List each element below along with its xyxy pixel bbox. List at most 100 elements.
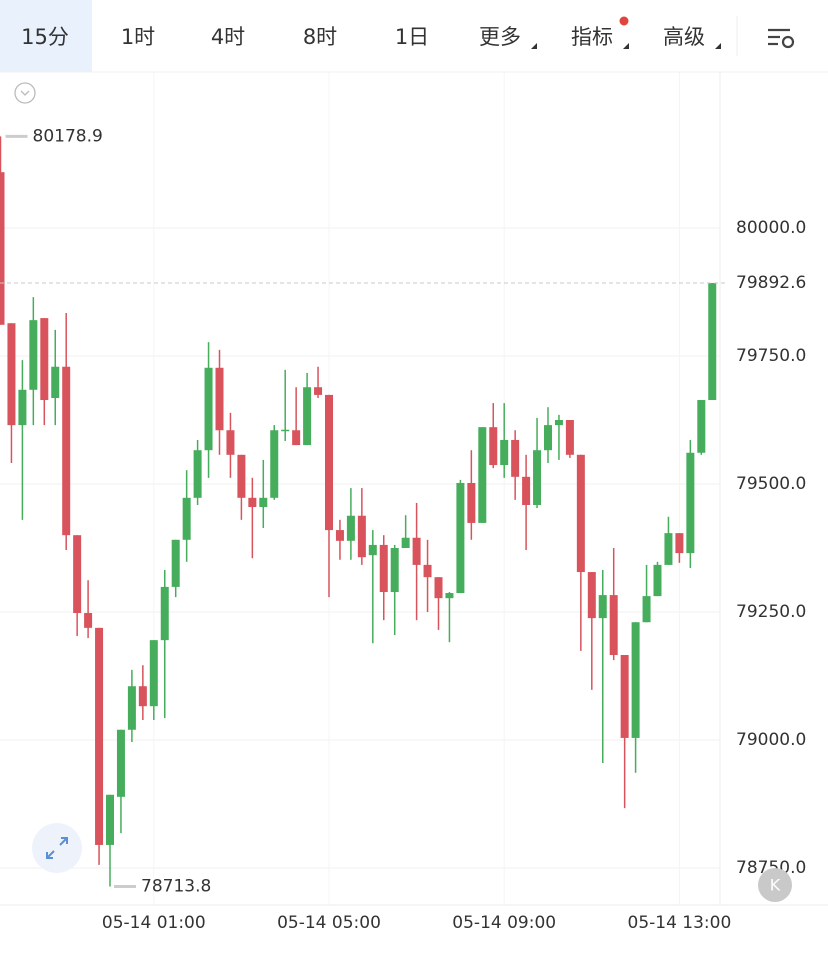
candle-body — [325, 394, 333, 531]
candle-body — [686, 452, 695, 554]
candle-body — [215, 367, 224, 431]
candle-body — [445, 593, 454, 599]
y-tick-label: 80000.0 — [736, 218, 806, 238]
candle-body — [576, 454, 585, 573]
candle-body — [598, 595, 607, 619]
tab-active-bg — [0, 0, 92, 72]
tab[interactable]: 1日 — [395, 25, 429, 49]
y-tick-label: 79250.0 — [736, 602, 806, 622]
collapse-arrow — [20, 90, 30, 96]
candle-body — [182, 497, 191, 540]
labels: 78750.0 79000.0 79250.0 79500.0 79750.0 80000… — [5, 126, 828, 933]
candle-body — [171, 539, 180, 587]
candle-body — [314, 387, 323, 395]
candle-body — [346, 515, 355, 541]
candle-body — [412, 537, 421, 565]
tab-dropdown-mark — [715, 43, 721, 49]
candle-body — [565, 419, 574, 455]
candle-body — [62, 366, 71, 536]
tab[interactable]: 更多 — [479, 25, 521, 49]
settings-icon[interactable] — [768, 28, 795, 49]
x-tick-label: 05-14 05:00 — [277, 913, 381, 933]
x-tick-label: 05-14 09:00 — [452, 913, 556, 933]
candles — [0, 136, 828, 887]
candle-body — [675, 533, 684, 554]
min-label: 78713.8 — [141, 877, 211, 897]
candle-body — [368, 544, 377, 556]
candle-body — [149, 640, 158, 707]
candle-body — [434, 577, 443, 599]
expand-icon — [46, 837, 68, 859]
grid — [0, 72, 720, 905]
candle-body — [467, 482, 476, 523]
tab[interactable]: 高级 — [663, 25, 705, 49]
candle-body — [390, 547, 399, 593]
tab[interactable]: 8时 — [303, 25, 337, 49]
candle-body — [642, 596, 651, 623]
candle-body — [193, 450, 202, 498]
tab[interactable]: 15分 — [21, 25, 69, 49]
candle-body — [401, 537, 410, 548]
candle-body — [653, 564, 662, 597]
candle-body — [292, 430, 301, 446]
candle-body — [18, 389, 27, 426]
candle-body — [544, 425, 552, 451]
tab[interactable]: 1时 — [121, 25, 155, 49]
candle-body — [160, 586, 169, 641]
collapse-button[interactable] — [14, 82, 36, 104]
candle-body — [478, 427, 487, 523]
candle-body — [29, 320, 38, 390]
candle-body — [84, 613, 93, 628]
candle-body — [456, 482, 465, 594]
candle-body — [259, 497, 268, 508]
candle-body — [138, 686, 147, 707]
candle-body — [335, 530, 344, 541]
tab[interactable]: 指标 — [571, 25, 613, 49]
candle-body — [511, 439, 520, 477]
max-label: 80178.9 — [33, 126, 103, 146]
candle-body — [357, 515, 366, 558]
tab-dropdown-mark — [623, 43, 629, 49]
k-button-label: K — [770, 876, 781, 895]
candle-body — [379, 544, 388, 593]
y-tick-label: 79000.0 — [736, 730, 806, 750]
x-tick-label: 05-14 13:00 — [628, 913, 732, 933]
candle-body — [51, 366, 60, 398]
tab-badge — [619, 16, 629, 26]
candle-body — [248, 497, 257, 508]
candle-body — [620, 654, 629, 738]
candle-body — [73, 535, 82, 614]
candle-body — [116, 729, 125, 797]
candle-body — [106, 794, 114, 845]
k-button[interactable] — [758, 868, 792, 902]
candle-body — [204, 367, 213, 451]
candle-body — [127, 686, 136, 730]
candle-body — [697, 400, 706, 453]
candle-body — [489, 427, 498, 466]
y-tick-label: 78750.0 — [736, 858, 806, 878]
candle-body — [554, 419, 563, 426]
tab-dropdown-mark — [531, 43, 537, 49]
candle-body — [664, 533, 673, 565]
candle-body — [533, 450, 542, 505]
candle-body — [609, 595, 618, 655]
toolbar — [0, 0, 828, 72]
y-tick-label: 79500.0 — [736, 474, 806, 494]
candle-body — [708, 282, 717, 401]
candle-body — [226, 430, 235, 455]
candle-body — [423, 564, 432, 578]
candle-body — [500, 439, 509, 466]
expand-button[interactable] — [32, 823, 82, 873]
tab[interactable]: 4时 — [211, 25, 245, 49]
candle-body — [587, 572, 596, 619]
candle-body — [281, 429, 290, 432]
candle-body — [270, 430, 279, 498]
last-price-bg — [726, 269, 828, 296]
candle-body — [95, 627, 104, 845]
candle-body — [522, 476, 531, 505]
candle-body — [7, 323, 16, 426]
y-tick-label: 79750.0 — [736, 346, 806, 366]
x-tick-label: 05-14 01:00 — [102, 913, 206, 933]
last-price-label: 79892.6 — [736, 273, 806, 293]
